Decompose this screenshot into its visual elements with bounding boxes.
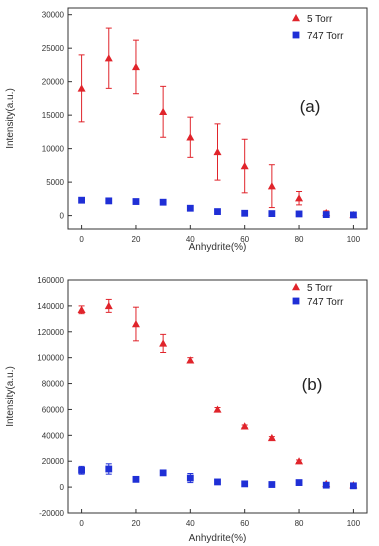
data-point bbox=[159, 339, 168, 347]
chart-panel-b: -20000 0 20000 40000 60000 80000 100000 120000 1… bbox=[5, 276, 368, 544]
data-point bbox=[295, 479, 303, 486]
data-point bbox=[77, 84, 86, 92]
data-point bbox=[186, 356, 195, 364]
y-tick-label: 0 bbox=[60, 212, 65, 221]
y-tick-label: 5000 bbox=[46, 178, 64, 187]
data-point bbox=[240, 162, 249, 170]
x-tick-label: 80 bbox=[295, 235, 304, 244]
x-tick-label: 60 bbox=[240, 519, 249, 528]
data-point bbox=[322, 481, 330, 489]
series-747-torr bbox=[78, 463, 357, 490]
data-point bbox=[186, 133, 195, 141]
data-point bbox=[78, 196, 85, 204]
plot-frame bbox=[67, 7, 368, 230]
y-tick-label: 0 bbox=[60, 483, 65, 492]
panel-label: (b) bbox=[302, 375, 323, 394]
y-tick-label: 10000 bbox=[42, 145, 65, 154]
x-axis-title: Anhydrite(%) bbox=[189, 533, 247, 544]
x-tick-label: 100 bbox=[347, 235, 361, 244]
data-point bbox=[214, 208, 221, 215]
chart-panel-a: 0 5000 10000 15000 20000 25000 30000 0 20 40 60 80 1… bbox=[5, 7, 368, 253]
data-point bbox=[159, 107, 168, 116]
y-tick-label: 25000 bbox=[42, 44, 65, 53]
x-tick-label: 60 bbox=[240, 235, 249, 244]
x-tick-label: 80 bbox=[295, 519, 304, 528]
y-tick-label: 100000 bbox=[37, 354, 64, 363]
data-point bbox=[241, 480, 249, 488]
y-tick-label: 40000 bbox=[42, 431, 65, 440]
y-tick-label: 140000 bbox=[37, 302, 64, 311]
legend-entry: 747 Torr bbox=[292, 31, 344, 42]
data-point bbox=[132, 475, 140, 483]
x-tick-label: 0 bbox=[79, 235, 84, 244]
data-point bbox=[132, 198, 140, 205]
x-tick-label: 20 bbox=[132, 235, 141, 244]
data-point bbox=[214, 478, 221, 486]
data-point bbox=[213, 147, 222, 156]
y-axis-title: Intensity(a.u.) bbox=[5, 366, 16, 427]
data-point bbox=[159, 469, 167, 477]
data-point bbox=[295, 210, 303, 218]
x-tick-label: 20 bbox=[132, 519, 141, 528]
data-point bbox=[241, 209, 249, 217]
data-point bbox=[295, 457, 304, 465]
x-tick-label: 40 bbox=[186, 519, 195, 528]
legend-marker bbox=[292, 31, 300, 39]
data-point bbox=[104, 301, 113, 310]
data-point bbox=[105, 465, 113, 473]
legend-marker bbox=[292, 14, 300, 22]
legend-label: 747 Torr bbox=[307, 297, 344, 308]
legend-marker bbox=[292, 297, 300, 305]
y-tick-label: 30000 bbox=[42, 11, 65, 20]
y-tick-label: 15000 bbox=[42, 111, 65, 120]
legend-marker bbox=[292, 283, 300, 291]
data-point bbox=[213, 405, 222, 413]
legend-label: 747 Torr bbox=[307, 31, 344, 42]
y-tick-label: 80000 bbox=[42, 380, 65, 389]
data-point bbox=[186, 204, 194, 212]
legend-label: 5 Torr bbox=[307, 14, 333, 25]
data-point bbox=[131, 62, 140, 71]
series-747-torr bbox=[78, 196, 357, 219]
data-point bbox=[159, 198, 167, 206]
legend-entry: 747 Torr bbox=[292, 297, 344, 308]
data-point bbox=[267, 182, 276, 190]
y-tick-label: 60000 bbox=[42, 405, 65, 414]
data-point bbox=[78, 466, 85, 474]
legend-entry: 5 Torr bbox=[292, 283, 333, 294]
x-tick-label: 40 bbox=[186, 235, 195, 244]
data-point bbox=[131, 320, 140, 328]
x-tick-label: 0 bbox=[79, 519, 84, 528]
legend-label: 5 Torr bbox=[307, 283, 333, 294]
x-axis-title: Anhydrite(%) bbox=[189, 242, 247, 253]
data-point bbox=[295, 194, 304, 202]
panel-label: (a) bbox=[300, 97, 321, 116]
data-point bbox=[105, 197, 113, 205]
y-tick-label: 120000 bbox=[37, 328, 64, 337]
data-point bbox=[350, 211, 357, 219]
data-point bbox=[240, 422, 249, 430]
data-point bbox=[186, 474, 194, 482]
legend-entry: 5 Torr bbox=[292, 14, 333, 25]
data-point bbox=[350, 482, 357, 490]
data-point bbox=[104, 54, 113, 62]
series-5-torr bbox=[77, 27, 358, 219]
data-point bbox=[268, 481, 276, 488]
y-tick-label: -20000 bbox=[39, 509, 64, 518]
plot-frame bbox=[67, 279, 368, 514]
y-tick-label: 20000 bbox=[42, 78, 65, 87]
data-point bbox=[77, 305, 86, 313]
data-point bbox=[267, 433, 276, 442]
y-axis-title: Intensity(a.u.) bbox=[5, 88, 16, 149]
y-tick-label: 160000 bbox=[37, 276, 64, 285]
y-tick-label: 20000 bbox=[42, 457, 65, 466]
data-point bbox=[322, 211, 330, 219]
x-tick-label: 100 bbox=[347, 519, 361, 528]
data-point bbox=[268, 210, 276, 217]
